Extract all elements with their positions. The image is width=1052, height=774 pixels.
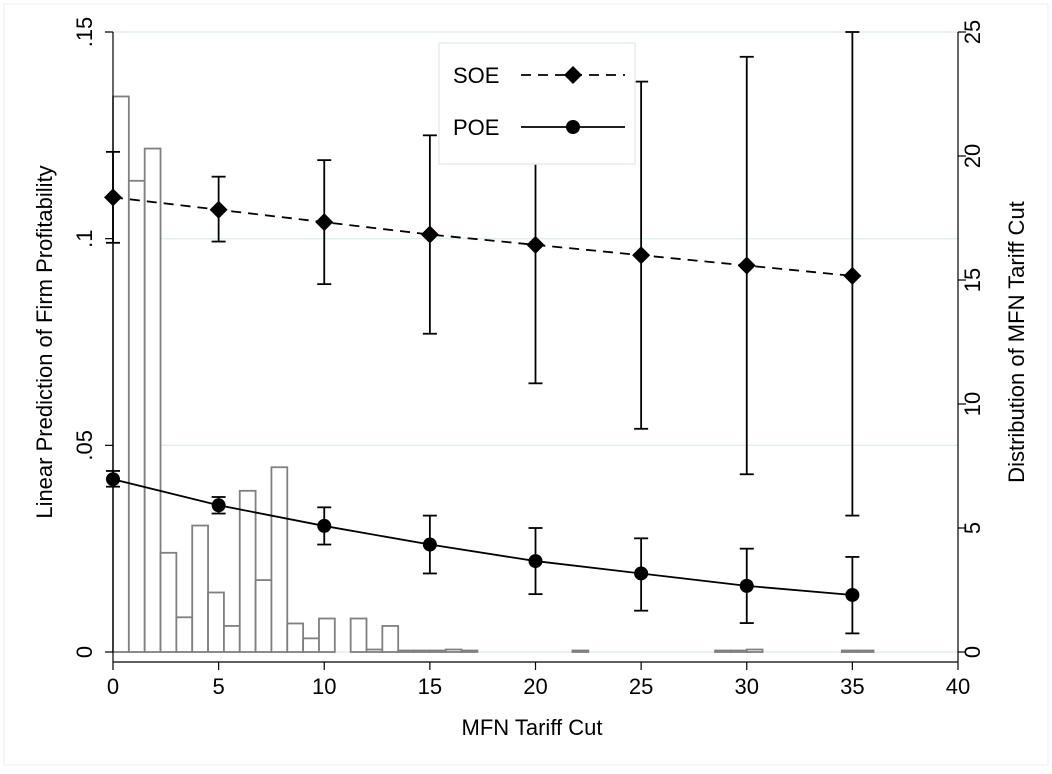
x-axis-title: MFN Tariff Cut — [462, 715, 603, 740]
x-tick-label: 5 — [213, 674, 225, 699]
data-point-soe — [420, 225, 439, 244]
outer-frame — [3, 3, 1049, 766]
histogram-bar — [714, 649, 732, 653]
histogram — [112, 95, 875, 653]
series-line-poe — [112, 478, 853, 596]
histogram-bar — [856, 649, 875, 653]
y-tick-label: .1 — [72, 229, 97, 247]
data-point-poe — [528, 554, 543, 569]
histogram-bar — [397, 649, 415, 653]
histogram-bar — [428, 649, 447, 653]
histogram-bar — [223, 625, 241, 653]
x-tick-label: 30 — [735, 674, 759, 699]
histogram-bar — [413, 649, 431, 653]
data-point-soe — [737, 256, 756, 275]
series-line-soe — [112, 196, 853, 277]
x-tick-label: 25 — [629, 674, 653, 699]
legend-box — [438, 42, 636, 165]
histogram-bar — [143, 147, 162, 653]
data-point-poe — [845, 587, 860, 602]
y2-tick-label: 25 — [960, 20, 985, 44]
legend-marker-shape — [564, 66, 582, 84]
legend-marker-poe — [566, 120, 580, 134]
histogram-bar — [112, 95, 130, 653]
y2-tick-label: 5 — [960, 522, 985, 534]
histogram-bar — [365, 648, 384, 653]
series — [104, 31, 862, 635]
y2-tick-label: 10 — [960, 392, 985, 416]
data-point-soe — [315, 213, 334, 232]
legend-marker-soe — [564, 66, 582, 84]
histogram-bar — [318, 617, 336, 653]
data-point-poe — [739, 578, 754, 593]
y-axis-title: Linear Prediction of Firm Profitability — [32, 165, 57, 518]
y2-tick-label: 15 — [960, 268, 985, 292]
legend-marker-shape — [566, 120, 580, 134]
tick-labels: 0 5 10 15 20 25 30 35 40 0 .05 .1 .15 0 5 10 15 20 25 — [72, 17, 985, 699]
data-point-soe — [632, 246, 651, 265]
x-tick-label: 40 — [946, 674, 970, 699]
x-tick-label: 20 — [523, 674, 547, 699]
legend: SOE POE — [438, 42, 636, 165]
data-point-poe — [422, 537, 437, 552]
y2-axis-title: Distribution of MFN Tariff Cut — [1004, 201, 1029, 483]
histogram-bar — [444, 648, 463, 653]
histogram-bar — [175, 616, 194, 653]
histogram-bar — [254, 579, 273, 653]
histogram-bar — [840, 649, 859, 653]
histogram-bar — [349, 617, 368, 653]
x-tick-label: 10 — [312, 674, 336, 699]
data-point-soe — [843, 266, 862, 285]
data-point-poe — [317, 518, 332, 533]
data-point-poe — [106, 472, 120, 487]
histogram-bar — [286, 622, 305, 653]
data-point-soe — [104, 188, 122, 207]
y2-tick-label: 0 — [960, 646, 985, 658]
histogram-bar — [238, 489, 257, 653]
histogram-bar — [127, 179, 146, 653]
histogram-bar — [191, 524, 209, 653]
x-tick-label: 0 — [107, 674, 119, 699]
histogram-bar — [730, 649, 748, 653]
y-tick-label: 0 — [72, 646, 97, 658]
data-point-soe — [209, 200, 228, 219]
data-point-soe — [526, 235, 545, 254]
legend-label-soe: SOE — [453, 63, 499, 88]
legend-label-poe: POE — [453, 115, 499, 140]
histogram-bar — [302, 637, 320, 653]
y2-tick-label: 20 — [960, 144, 985, 168]
y-tick-label: .05 — [72, 430, 97, 461]
histogram-bar — [460, 649, 479, 653]
histogram-bar — [381, 625, 400, 653]
x-tick-label: 35 — [840, 674, 864, 699]
histogram-bar — [571, 649, 590, 653]
histogram-bar — [159, 551, 178, 653]
histogram-bar — [207, 591, 225, 653]
histogram-bar — [270, 466, 289, 653]
data-point-poe — [211, 498, 226, 513]
histogram-bar — [745, 648, 764, 653]
x-tick-label: 15 — [418, 674, 442, 699]
y-tick-label: .15 — [72, 17, 97, 48]
data-point-poe — [634, 566, 649, 581]
